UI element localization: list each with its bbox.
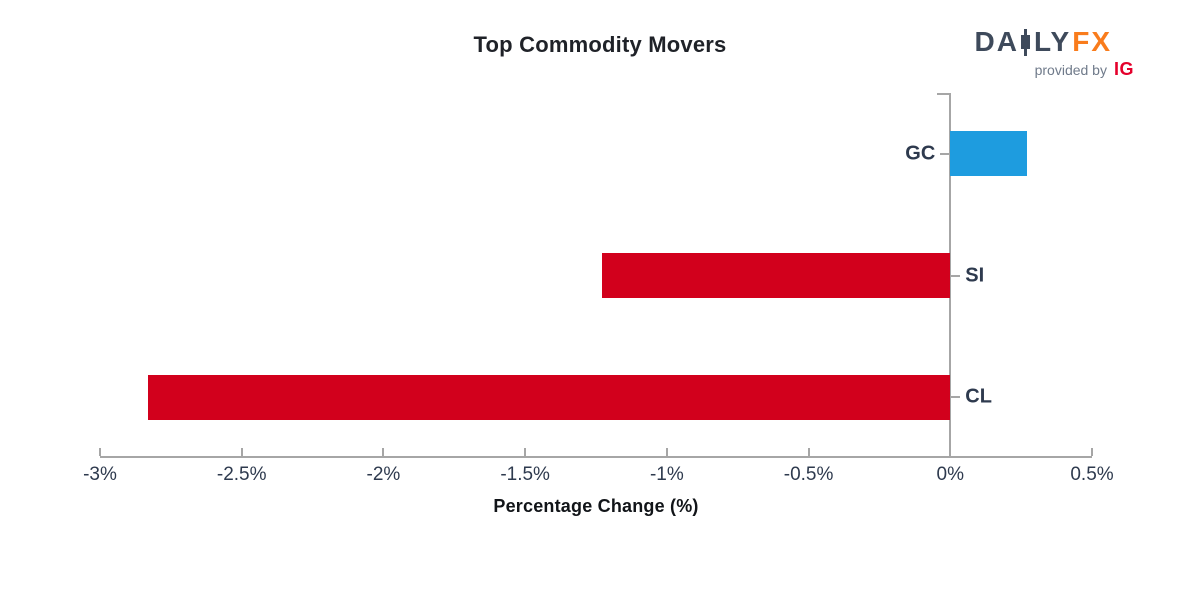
x-tick-label--1.5%: -1.5% <box>500 464 550 485</box>
logo-text-fx: FX <box>1072 26 1112 57</box>
zero-axis-spine <box>949 93 952 458</box>
x-axis-label: Percentage Change (%) <box>493 496 699 516</box>
logo-text-ly: LY <box>1034 26 1072 57</box>
candlestick-body <box>1021 34 1030 49</box>
bar-SI <box>601 253 951 298</box>
dailyfx-wordmark: DA LY FX <box>975 28 1112 56</box>
chart-title: Top Commodity Movers <box>473 32 727 57</box>
zero-axis-spine-cap <box>937 93 951 95</box>
x-tick-label-0%: 0% <box>936 464 965 485</box>
bar-GC <box>950 131 1027 177</box>
x-tick--1% <box>665 448 668 456</box>
y-tick-label-CL: CL <box>965 385 992 408</box>
bar-CL <box>148 374 951 420</box>
y-tick-SI <box>951 274 961 277</box>
y-tick-label-SI: SI <box>965 264 985 286</box>
x-tick-label--0.5%: -0.5% <box>783 464 834 485</box>
candlestick-icon <box>1021 28 1030 56</box>
x-tick-0% <box>949 448 952 456</box>
plot-area: -3% -2.5% -2% -1.5% -1% -0.5% 0% 0.5% GC SI CL <box>83 93 1114 485</box>
logo-byline: provided by IG <box>975 59 1134 80</box>
logo-text-da: DA <box>974 26 1019 57</box>
dailyfx-logo: DA LY FX provided by IG <box>975 28 1134 80</box>
x-tick-label-0.5%: 0.5% <box>1070 464 1114 485</box>
ig-logo-text: IG <box>1113 59 1134 79</box>
x-tick--3% <box>99 448 101 456</box>
x-tick-label--2%: -2% <box>366 464 401 485</box>
y-tick-GC <box>940 152 950 155</box>
x-tick--2.5% <box>240 448 243 456</box>
x-tick-label--1%: -1% <box>649 464 684 485</box>
x-tick-label--2.5%: -2.5% <box>216 464 267 485</box>
x-tick-label--3%: -3% <box>83 464 117 485</box>
y-tick-CL <box>951 396 961 399</box>
x-tick--2% <box>382 448 385 456</box>
x-tick--0.5% <box>807 448 810 456</box>
x-tick--1.5% <box>524 448 527 456</box>
x-axis-line <box>100 456 1092 458</box>
provided-by-text: provided by <box>1034 61 1107 78</box>
x-tick-0.5% <box>1091 448 1093 456</box>
y-tick-label-GC: GC <box>905 142 936 165</box>
